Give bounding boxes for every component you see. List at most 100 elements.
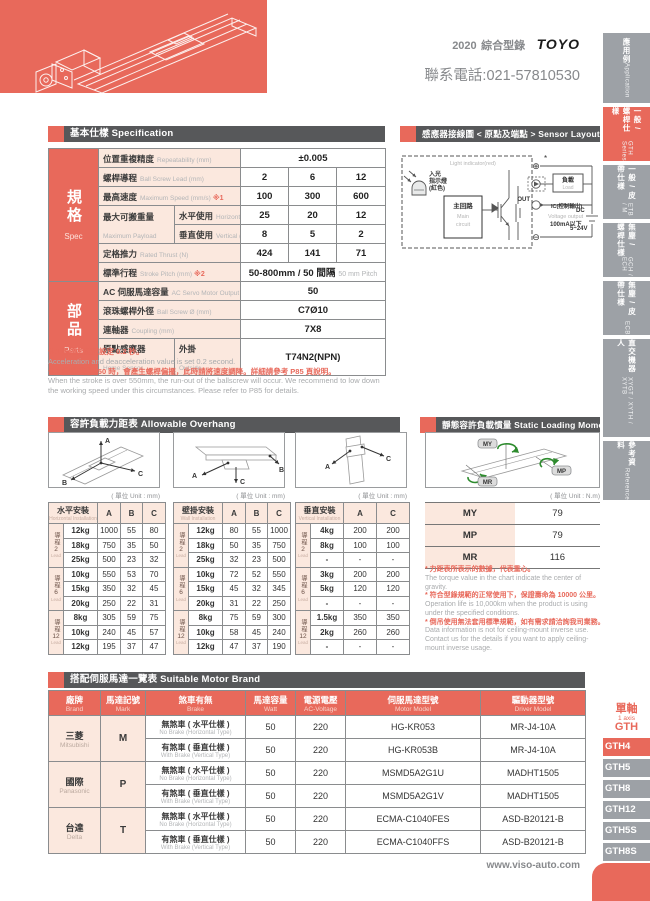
table-row: 12kg 47 37 190 bbox=[174, 639, 291, 655]
moment-key: MP bbox=[425, 524, 515, 547]
section-title: 容許負載力距表 Allowable Overhang bbox=[70, 419, 236, 430]
cell: 18kg bbox=[63, 537, 98, 553]
footnote-en: When the stroke is over 550mm, the run-o… bbox=[48, 376, 380, 395]
col-header: 馬達記號 Mark bbox=[100, 690, 146, 716]
model-tab-gth8s[interactable]: GTH8S bbox=[603, 843, 650, 861]
diagram-static-moment: MY MP MR bbox=[425, 432, 600, 488]
section-bar-motor-brand: 搭配伺服馬達一覽表 Suitable Motor Brand bbox=[48, 672, 585, 688]
cell: 10kg bbox=[63, 624, 98, 640]
table-row: 2kg 260 260 bbox=[296, 624, 411, 640]
lead-group-label: 導程 12 Lead bbox=[295, 610, 311, 655]
cell: 35 bbox=[245, 537, 268, 553]
tab-label-zh: 參考資料 bbox=[616, 441, 637, 467]
model-tab-gth12[interactable]: GTH12 bbox=[603, 801, 650, 819]
table-row: 12kg 195 37 47 bbox=[49, 639, 166, 655]
axis-label-a: A bbox=[325, 464, 330, 471]
light-label-en: Light indicator(red) bbox=[450, 161, 496, 167]
table-row: --- bbox=[296, 639, 411, 655]
minus-terminal-icon: ⊖ bbox=[532, 232, 540, 242]
cell: HG-KR053 bbox=[345, 715, 481, 739]
cell: 750 bbox=[97, 537, 121, 553]
cell: 22 bbox=[120, 595, 143, 611]
sidebar-tab-application[interactable]: 應用例 Application bbox=[603, 33, 650, 103]
moment-key: MR bbox=[425, 546, 515, 569]
sidebar-tab-etb-m[interactable]: 一般 / 皮帶仕樣 ETB / M bbox=[603, 165, 650, 219]
value-cell: 12 bbox=[336, 205, 386, 225]
table-row: 台達 Delta T 無煞車 ( 水平仕樣 ) No Brake (Horizont… bbox=[48, 807, 586, 854]
model-tab-gth4[interactable]: GTH4 bbox=[603, 738, 650, 756]
tab-label-zh: 無塵 / 螺桿仕樣 bbox=[616, 223, 637, 257]
sidebar-tab-xy-robots[interactable]: 直交機器人 XYGT / XYTH / XYTB bbox=[603, 339, 650, 437]
value-cell: 20 bbox=[288, 205, 337, 225]
cell: 31 bbox=[142, 595, 166, 611]
cell: 18kg bbox=[188, 537, 223, 553]
unit-caption: ( 單位 Unit : mm) bbox=[236, 493, 285, 500]
dc-label: DC bbox=[576, 208, 585, 214]
brake-cell: 無煞車 ( 水平仕樣 ) No Brake (Horizontal Type) bbox=[145, 715, 246, 739]
unit-caption: ( 單位 Unit : mm) bbox=[111, 493, 160, 500]
cell: 300 bbox=[267, 610, 291, 626]
tab-label-en: GCH / ECH bbox=[620, 256, 633, 277]
tab-label-en: Application bbox=[623, 63, 630, 99]
value-cell: ±0.005 bbox=[240, 148, 386, 168]
star-mark: * bbox=[544, 154, 547, 163]
sidebar-tab-gth-series[interactable]: 一般 / 螺桿仕樣 GTH Series bbox=[603, 107, 650, 161]
cell: 10kg bbox=[188, 566, 223, 582]
sidebar-tab-gch-ech[interactable]: 無塵 / 螺桿仕樣 GCH / ECH bbox=[603, 223, 650, 277]
cell: 260 bbox=[376, 624, 411, 640]
cell: 12kg bbox=[188, 639, 223, 655]
cell: - bbox=[343, 552, 378, 568]
cell: 220 bbox=[295, 715, 346, 739]
side-zh: 規格 bbox=[65, 189, 82, 225]
note-zh: * 符合型錄規範的正常使用下，保證壽命為 10000 公里。 bbox=[425, 592, 601, 600]
row-sublabel: 外掛 Outside bbox=[174, 338, 241, 376]
col-header: 電源電壓 AC-Voltage bbox=[295, 690, 346, 716]
moment-label-my: MY bbox=[483, 442, 492, 448]
table-row: 原點感應器 Home Sensor 外掛 Outside T74N2(NPN) bbox=[49, 338, 386, 376]
main-circuit-en2: circuit bbox=[456, 222, 471, 228]
model-tab-gth8[interactable]: GTH8 bbox=[603, 780, 650, 798]
table-name: 垂直安裝 Vertical Installation bbox=[294, 502, 345, 524]
table-row: 25kg 500 23 32 bbox=[49, 552, 166, 568]
cell: 25kg bbox=[188, 552, 223, 568]
cell: 31 bbox=[222, 595, 246, 611]
cell: 550 bbox=[97, 566, 121, 582]
cell: 32 bbox=[245, 581, 268, 597]
tab-label-en: XYGT / XYTH / XYTB bbox=[620, 377, 633, 425]
model-tab-gth5[interactable]: GTH5 bbox=[603, 759, 650, 777]
cell: MADHT1505 bbox=[480, 784, 586, 808]
cell: 15kg bbox=[63, 581, 98, 597]
cell: 120 bbox=[376, 581, 411, 597]
col-header: 馬達容量 Watt bbox=[245, 690, 296, 716]
website-url[interactable]: www.viso-auto.com bbox=[486, 860, 580, 871]
cell: 15kg bbox=[188, 581, 223, 597]
lead-group-label: 導程 6 Lead bbox=[173, 566, 189, 611]
cell: 57 bbox=[142, 624, 166, 640]
mark-cell: T bbox=[100, 807, 146, 854]
main-circuit-zh: 主回路 bbox=[453, 201, 473, 210]
brand-cell: 三菱 Mitsubishi bbox=[48, 715, 101, 762]
tab-label-en: ECB bbox=[623, 321, 630, 335]
cell: 50 bbox=[245, 807, 296, 831]
sidebar-tab-reference[interactable]: 參考資料 Reference bbox=[603, 441, 650, 500]
model-tab-gth5s[interactable]: GTH5S bbox=[603, 822, 650, 840]
row-label: 定格推力 Rated Thrust (N) bbox=[98, 243, 241, 263]
table-row: 5kg 120 120 bbox=[296, 581, 411, 597]
side-en: Spec bbox=[64, 232, 83, 241]
cell: 47 bbox=[222, 639, 246, 655]
cell: - bbox=[376, 595, 411, 611]
sensor-wiring-diagram: 入光 指示燈 (紅色) Light indicator(red) 主回路 Mai… bbox=[398, 148, 600, 256]
axis-label-c: C bbox=[138, 471, 143, 478]
cell: 50 bbox=[245, 784, 296, 808]
tab-label-zh: 一般 / 螺桿仕樣 bbox=[611, 107, 642, 133]
product-line-drawing bbox=[35, 13, 258, 94]
cell: 55 bbox=[245, 523, 268, 539]
sidebar-tab-ecb[interactable]: 無塵 / 皮帶仕樣 ECB bbox=[603, 281, 650, 335]
table-row: 18kg 750 35 50 bbox=[49, 537, 166, 553]
table-row: 25kg 32 23 500 bbox=[174, 552, 291, 568]
cell: 10kg bbox=[188, 624, 223, 640]
cell: 8kg bbox=[188, 610, 223, 626]
table-row: 導程 6 Lead 10kg 72 52 550 bbox=[173, 566, 291, 611]
